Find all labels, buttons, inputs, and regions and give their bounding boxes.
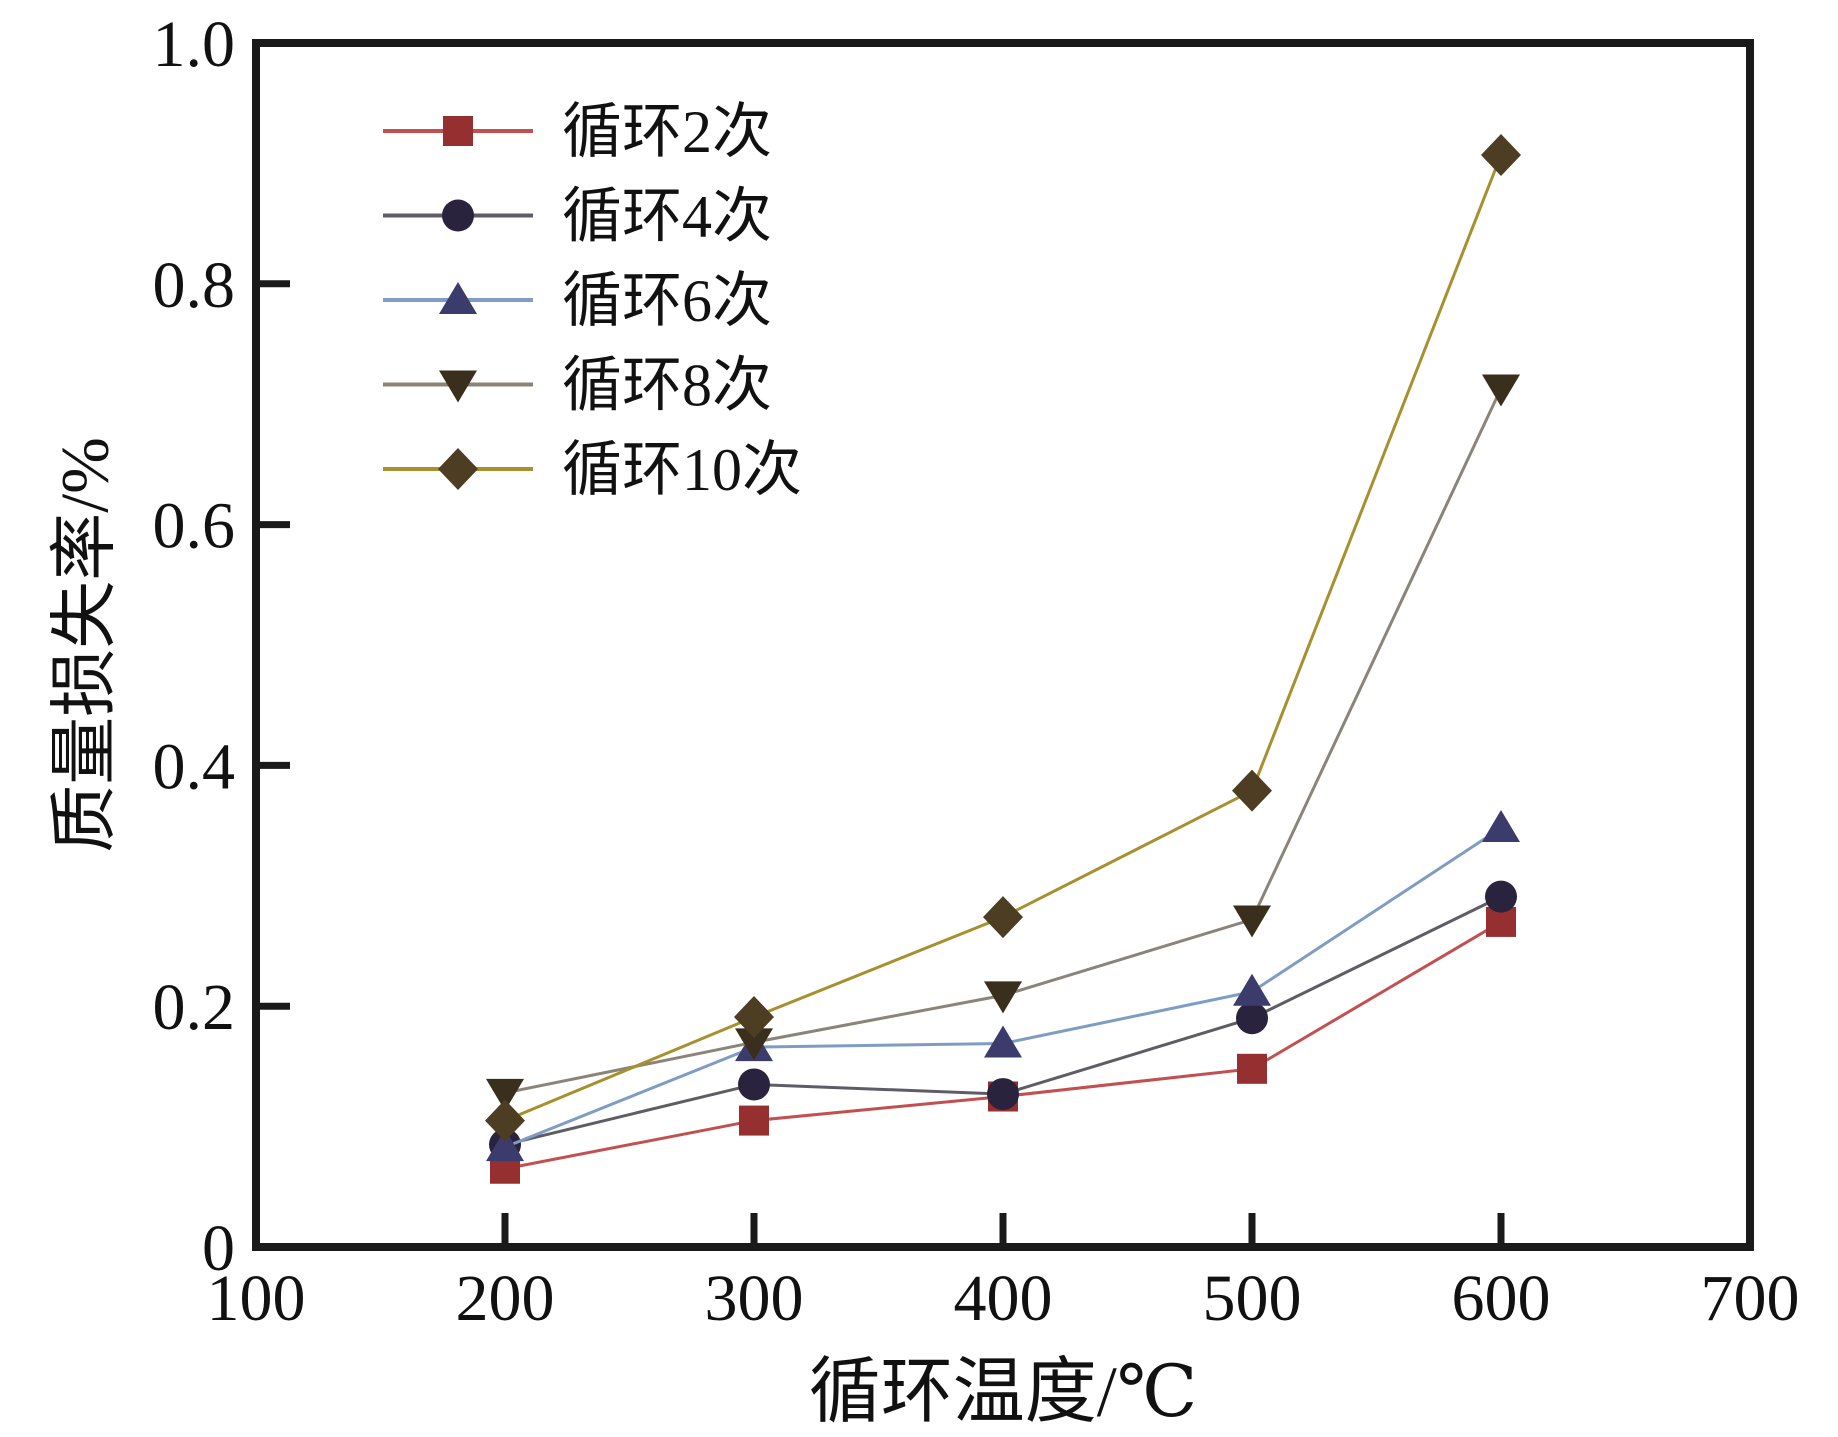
data-point-marker [1481, 133, 1521, 176]
data-point-marker [734, 996, 774, 1039]
data-point-marker [486, 1078, 524, 1111]
legend-marker-diamond-icon [438, 448, 478, 490]
legend-label: 循环8次 [562, 353, 772, 419]
y-axis-title: 质量损失率/% [46, 437, 123, 853]
data-point-marker [1237, 1053, 1267, 1084]
data-point-marker [987, 1078, 1019, 1111]
x-tick-label: 600 [1452, 1262, 1551, 1335]
data-point-marker [1236, 1002, 1268, 1035]
y-tick-label: 1.0 [153, 8, 236, 81]
legend-item-1: 循环2次 [383, 99, 772, 165]
x-tick-label: 500 [1203, 1262, 1302, 1335]
data-point-marker [983, 896, 1023, 939]
plot-border [252, 39, 1754, 1251]
y-tick-label: 0.6 [153, 490, 236, 563]
data-point-marker [1482, 374, 1520, 407]
legend-label: 循环2次 [562, 99, 772, 165]
y-tick-label: 0.8 [153, 249, 236, 322]
legend-marker-square-icon [443, 116, 473, 146]
x-tick-label: 100 [207, 1262, 306, 1335]
legend-label: 循环6次 [562, 268, 772, 334]
data-point-marker [739, 1105, 769, 1136]
y-tick-label: 0.4 [153, 730, 236, 803]
legend-item-4: 循环8次 [383, 353, 772, 419]
data-point-marker [1482, 810, 1520, 843]
series-4 [486, 374, 1520, 1111]
y-axis: 0 0.2 0.4 0.6 0.8 1.0 [153, 8, 290, 1285]
legend-item-5: 循环10次 [383, 437, 802, 503]
series-3 [486, 810, 1520, 1162]
y-tick-label: 0 [202, 1212, 235, 1285]
x-axis-title: 循环温度/℃ [808, 1352, 1198, 1432]
data-point-marker [1233, 905, 1271, 938]
legend-label: 循环10次 [562, 437, 802, 503]
data-point-marker [1232, 769, 1272, 812]
data-point-marker [735, 1028, 773, 1061]
x-tick-label: 300 [705, 1262, 804, 1335]
y-tick-label: 0.2 [153, 971, 236, 1044]
legend-marker-triangle-up-icon [439, 282, 477, 314]
x-tick-label: 400 [954, 1262, 1053, 1335]
x-tick-label: 700 [1701, 1262, 1800, 1335]
legend-marker-circle-icon [442, 199, 474, 232]
x-tick-label: 200 [456, 1262, 555, 1335]
x-axis: 100 200 300 400 500 600 700 [207, 1213, 1800, 1335]
data-point-marker [1485, 880, 1517, 913]
data-point-marker [486, 1129, 524, 1162]
legend-label: 循环4次 [562, 184, 772, 250]
data-point-marker [984, 981, 1022, 1014]
series-5 [485, 133, 1521, 1142]
data-point-marker [1233, 973, 1271, 1006]
legend-item-3: 循环6次 [383, 268, 772, 334]
data-point-marker [984, 1025, 1022, 1058]
data-point-marker [738, 1068, 770, 1101]
legend-marker-triangle-down-icon [439, 370, 477, 403]
series-2 [489, 880, 1517, 1161]
legend-item-2: 循环4次 [383, 184, 772, 250]
data-point-marker [485, 1099, 525, 1142]
